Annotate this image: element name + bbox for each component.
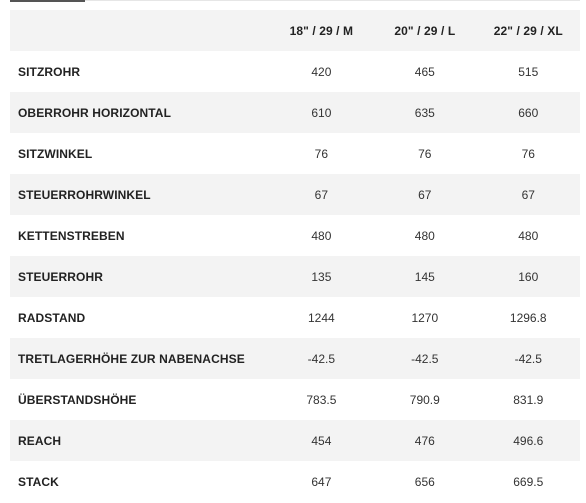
value-xl: 831.9 [513, 392, 544, 407]
value-m: 783.5 [306, 392, 337, 407]
value-xl: 515 [518, 64, 539, 79]
header-empty [10, 10, 270, 51]
row-label: STEUERROHRWINKEL [18, 187, 151, 202]
value-l: 635 [414, 105, 435, 120]
table-row-steuerrohrwinkel: STEUERROHRWINKEL 67 67 67 [10, 174, 580, 215]
row-label: STACK [18, 474, 59, 489]
value-m: 135 [311, 269, 332, 284]
table-row-steuerrohr: STEUERROHR 135 145 160 [10, 256, 580, 297]
table-row-ueberstandshoehe: ÜBERSTANDSHÖHE 783.5 790.9 831.9 [10, 379, 580, 420]
value-m: 76 [314, 146, 329, 161]
header-row: 18" / 29 / M 20" / 29 / L 22" / 29 / XL [10, 10, 580, 51]
value-l: 145 [414, 269, 435, 284]
row-label: ÜBERSTANDSHÖHE [18, 392, 137, 407]
value-l: 476 [414, 433, 435, 448]
value-xl: 480 [518, 228, 539, 243]
value-m: -42.5 [307, 351, 336, 366]
table-row-reach: REACH 454 476 496.6 [10, 420, 580, 461]
row-label: SITZROHR [18, 64, 81, 79]
table-row-stack: STACK 647 656 669.5 [10, 461, 580, 502]
header-size-m: 18" / 29 / M [289, 23, 354, 38]
value-l: 465 [414, 64, 435, 79]
value-xl: 67 [521, 187, 535, 202]
geometry-table: 18" / 29 / M 20" / 29 / L 22" / 29 / XL … [10, 10, 580, 502]
value-m: 1244 [308, 310, 335, 325]
value-xl: 660 [518, 105, 539, 120]
table-row-radstand: RADSTAND 1244 1270 1296.8 [10, 297, 580, 338]
tab-divider [10, 0, 580, 1]
value-m: 610 [311, 105, 332, 120]
row-label: KETTENSTREBEN [18, 228, 125, 243]
header-size-l: 20" / 29 / L [394, 23, 456, 38]
value-m: 647 [311, 474, 332, 489]
row-label: REACH [18, 433, 62, 448]
table-row-kettenstreben: KETTENSTREBEN 480 480 480 [10, 215, 580, 256]
table-row-tretlagerhoehe: TRETLAGERHÖHE ZUR NABENACHSE -42.5 -42.5… [10, 338, 580, 379]
value-xl: 669.5 [513, 474, 544, 489]
row-label: TRETLAGERHÖHE ZUR NABENACHSE [18, 351, 245, 366]
value-m: 480 [311, 228, 332, 243]
row-label: RADSTAND [18, 310, 86, 325]
table-row-oberrohr-horizontal: OBERROHR HORIZONTAL 610 635 660 [10, 92, 580, 133]
value-xl: 496.6 [513, 433, 544, 448]
header-size-xl: 22" / 29 / XL [493, 23, 563, 38]
value-l: 656 [414, 474, 435, 489]
value-m: 454 [311, 433, 332, 448]
value-l: 790.9 [409, 392, 440, 407]
value-xl: 1296.8 [509, 310, 547, 325]
value-m: 420 [311, 64, 332, 79]
row-label: STEUERROHR [18, 269, 104, 284]
value-xl: -42.5 [514, 351, 542, 366]
value-l: 480 [414, 228, 435, 243]
value-xl: 160 [518, 269, 539, 284]
value-l: 1270 [411, 310, 439, 325]
value-m: 67 [314, 187, 329, 202]
value-xl: 76 [521, 146, 535, 161]
active-tab-indicator [10, 0, 85, 2]
table-row-sitzrohr: SITZROHR 420 465 515 [10, 51, 580, 92]
value-l: 67 [418, 187, 432, 202]
row-label: OBERROHR HORIZONTAL [18, 105, 172, 120]
table-row-sitzwinkel: SITZWINKEL 76 76 76 [10, 133, 580, 174]
value-l: -42.5 [411, 351, 439, 366]
row-label: SITZWINKEL [18, 146, 93, 161]
value-l: 76 [418, 146, 432, 161]
